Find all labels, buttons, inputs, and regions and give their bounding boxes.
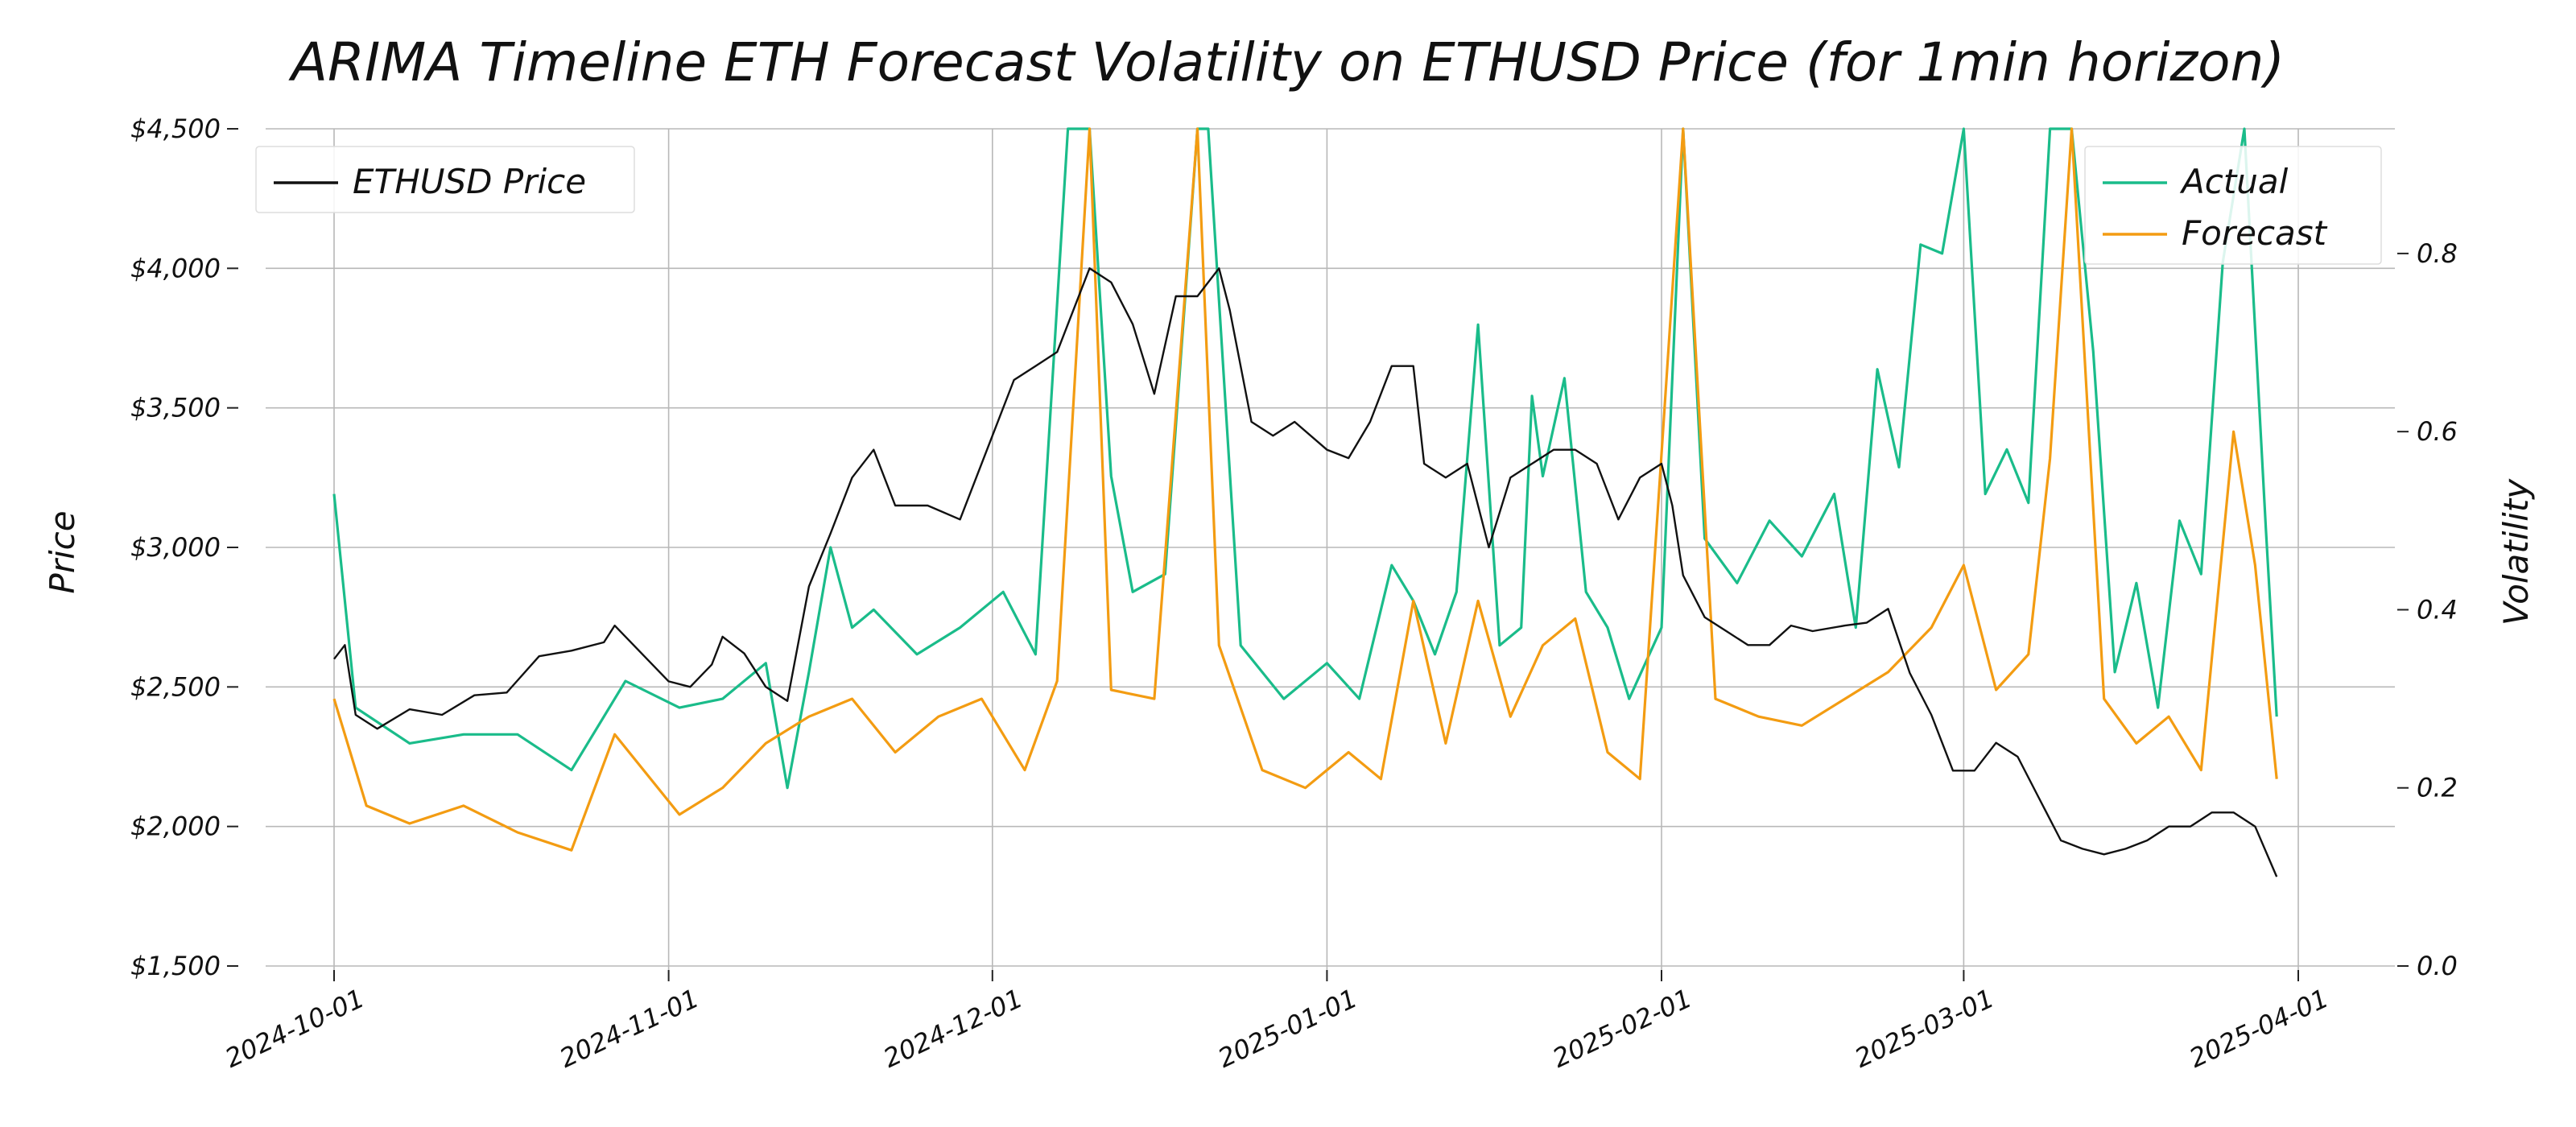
y2-tick-label: 0.8 <box>2417 238 2458 269</box>
y-tick-label: $2,000 <box>130 811 221 842</box>
x-tick-label: 2025-01-01 <box>1213 983 1362 1074</box>
x-tick-label: 2024-10-01 <box>221 983 369 1074</box>
y2-axis-label: Volatility <box>2496 478 2536 625</box>
y-axis-label: Price <box>43 510 82 593</box>
y2-tick-label: 0.6 <box>2417 416 2458 447</box>
y2-tick-label: 0.0 <box>2417 951 2458 981</box>
chart-title: ARIMA Timeline ETH Forecast Volatility o… <box>288 31 2285 93</box>
y-tick-label: $4,500 <box>130 114 221 144</box>
legend-label: ETHUSD Price <box>353 162 586 201</box>
y2-tick-label: 0.4 <box>2417 594 2458 625</box>
legend-frame <box>255 146 635 213</box>
x-tick-label: 2025-02-01 <box>1548 983 1697 1074</box>
y-tick-label: $4,000 <box>130 253 221 283</box>
x-tick-label: 2025-03-01 <box>1850 983 1999 1074</box>
price-line <box>333 267 2278 877</box>
x-tick-label: 2024-12-01 <box>879 983 1028 1074</box>
y-tick-label: $3,500 <box>130 393 221 423</box>
legend-price: ETHUSD Price <box>255 146 635 213</box>
legend-label: Forecast <box>2182 213 2328 253</box>
y2-tick-label: 0.2 <box>2417 773 2458 803</box>
forecast-volatility-line <box>332 127 2278 852</box>
grid-lines <box>266 128 2395 970</box>
legend-label: Actual <box>2179 162 2289 201</box>
plot-series <box>332 127 2278 877</box>
x-tick-label: 2024-11-01 <box>555 983 704 1074</box>
legend-volatility: Actual Forecast <box>2084 146 2382 265</box>
x-tick-label: 2025-04-01 <box>2185 983 2334 1074</box>
y-tick-label: $2,500 <box>130 671 221 702</box>
y-tick-label: $3,000 <box>130 532 221 563</box>
y-tick-label: $1,500 <box>130 951 221 981</box>
actual-volatility-line <box>332 127 2278 790</box>
